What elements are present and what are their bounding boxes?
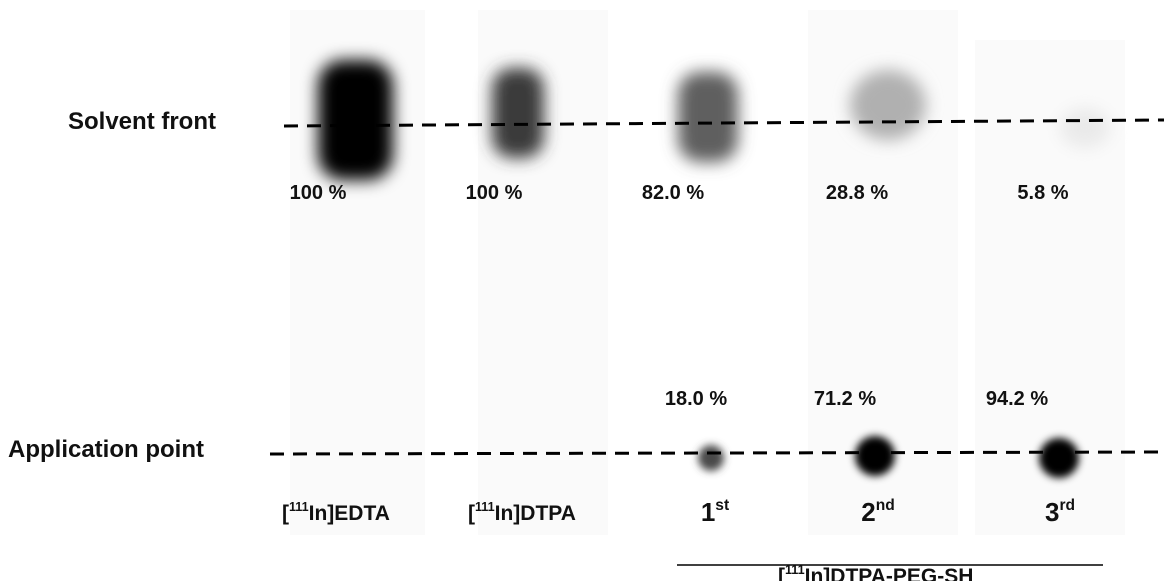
- compound: In]EDTA: [309, 502, 390, 525]
- lane-label: [111In]EDTA: [282, 503, 390, 524]
- isotope: 111: [785, 563, 805, 577]
- compound: In]DTPA-PEG-SH: [805, 565, 974, 581]
- solvent-front-label: Solvent front: [68, 110, 216, 134]
- suffix: nd: [876, 497, 895, 514]
- suffix: rd: [1059, 497, 1075, 514]
- front-value: 82.0 %: [642, 183, 704, 203]
- group-label: [111In]DTPA-PEG-SH: [778, 566, 973, 581]
- origin-value: 94.2 %: [986, 389, 1048, 409]
- bracket: [: [468, 502, 475, 525]
- origin-value: 18.0 %: [665, 389, 727, 409]
- compound: In]DTPA: [495, 502, 576, 525]
- fraction-label: 2nd: [861, 499, 895, 525]
- isotope: 111: [289, 500, 309, 514]
- front-value: 28.8 %: [826, 183, 888, 203]
- number: 1: [701, 497, 715, 527]
- front-value: 5.8 %: [1017, 183, 1068, 203]
- front-value: 100 %: [290, 183, 347, 203]
- application-point-label: Application point: [8, 438, 204, 462]
- autoradiograph: [0, 0, 1164, 581]
- bracket: [: [778, 565, 785, 581]
- number: 3: [1045, 497, 1059, 527]
- isotope: 111: [475, 500, 495, 514]
- lane-label: [111In]DTPA: [468, 503, 576, 524]
- number: 2: [861, 497, 875, 527]
- fraction-label: 1st: [701, 499, 729, 525]
- bracket: [: [282, 502, 289, 525]
- front-value: 100 %: [466, 183, 523, 203]
- figure: Solvent front Application point 100 % 10…: [0, 0, 1164, 581]
- suffix: st: [715, 497, 729, 514]
- fraction-label: 3rd: [1045, 499, 1075, 525]
- origin-value: 71.2 %: [814, 389, 876, 409]
